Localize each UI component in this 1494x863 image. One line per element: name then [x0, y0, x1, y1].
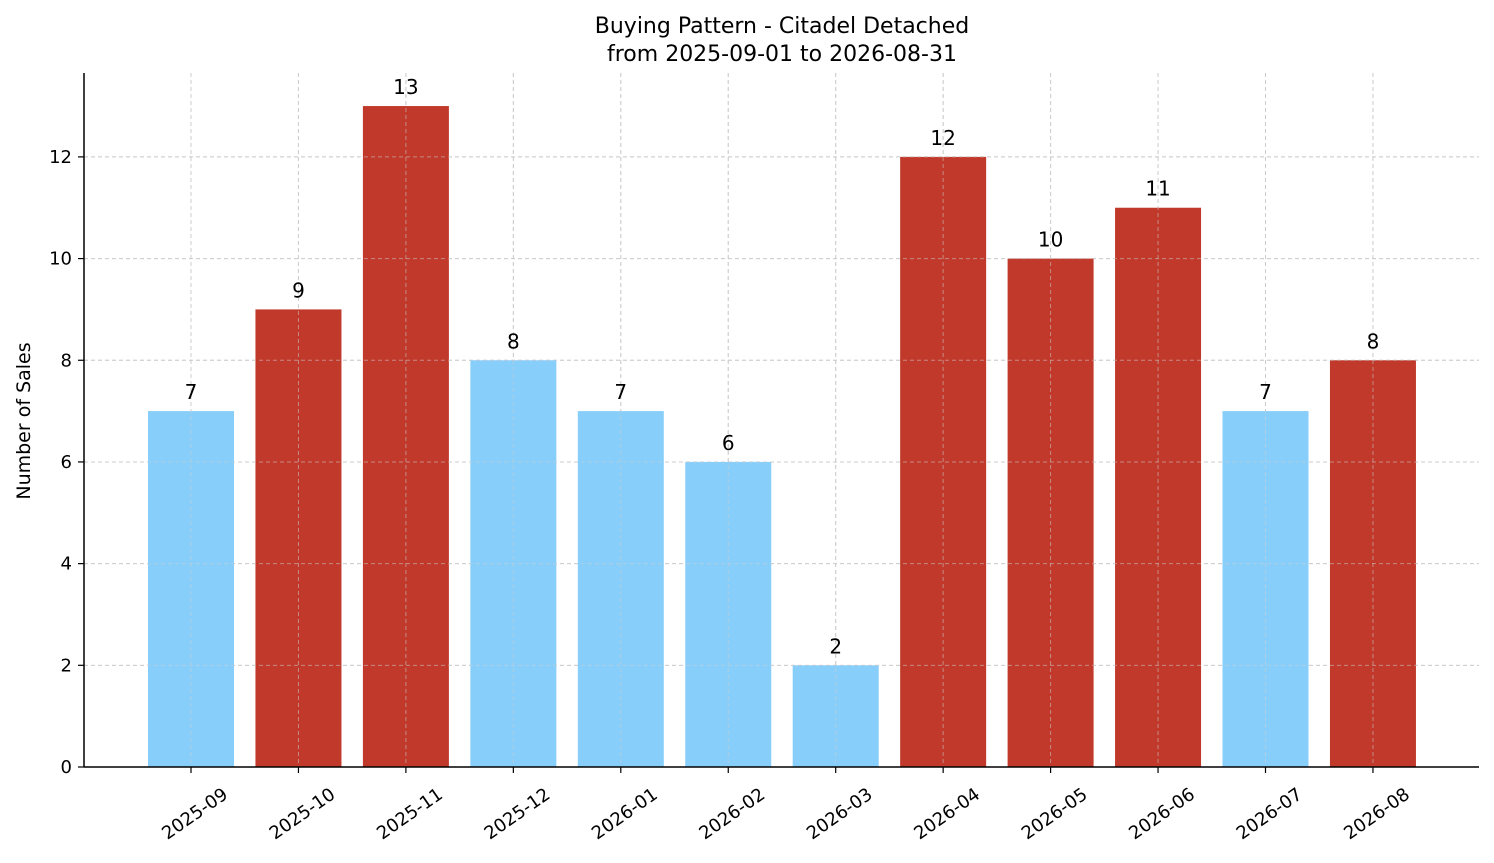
x-tick-label: 2026-02: [695, 784, 769, 844]
x-tick-label: 2026-03: [803, 784, 877, 844]
x-tick-label: 2025-12: [481, 784, 555, 844]
bar-value-label: 7: [185, 380, 198, 404]
bar-value-label: 7: [614, 380, 627, 404]
bar-labels-layer: 7 9 13 8 7 6 2 12 10 11 7 8: [185, 75, 1380, 658]
y-tick-label: 4: [61, 554, 72, 575]
x-tick-label: 2026-01: [588, 784, 662, 844]
grid-overlay: [84, 73, 1479, 768]
x-tick-label: 2026-04: [910, 784, 984, 844]
bar-value-label: 7: [1259, 380, 1272, 404]
x-tick-label: 2026-05: [1018, 784, 1092, 844]
x-tick-label: 2025-11: [373, 784, 447, 844]
bar-2025-11: [362, 106, 449, 768]
y-tick-label: 8: [61, 350, 72, 371]
bar-value-label: 13: [393, 75, 418, 99]
x-tick-label: 2026-07: [1233, 784, 1307, 844]
y-tick-label: 12: [49, 147, 72, 168]
bar-value-label: 6: [722, 431, 735, 455]
bar-value-label: 10: [1038, 228, 1063, 252]
x-tick-label: 2025-10: [266, 784, 340, 844]
y-axis-label: Number of Sales: [13, 342, 35, 499]
y-tick-label: 10: [49, 249, 72, 270]
bar-value-label: 12: [930, 126, 955, 150]
x-tick-label: 2025-09: [158, 784, 232, 844]
bar-2026-03: [792, 665, 879, 767]
bar-value-label: 11: [1145, 177, 1170, 201]
chart-title-line1: Buying Pattern - Citadel Detached: [595, 14, 969, 39]
bar-2026-07: [1222, 411, 1309, 767]
bar-value-label: 9: [292, 278, 305, 302]
bars-layer: [148, 106, 1416, 768]
chart-title-line2: from 2025-09-01 to 2026-08-31: [607, 42, 957, 67]
axes-layer: [83, 73, 1479, 768]
bar-value-label: 8: [1367, 329, 1380, 353]
y-tick-label: 6: [61, 452, 72, 473]
bar-value-label: 8: [507, 329, 520, 353]
bar-2025-09: [148, 411, 234, 767]
y-tick-label: 2: [61, 655, 72, 676]
y-tick-label: 0: [61, 757, 72, 778]
bar-2026-01: [577, 411, 664, 767]
x-tick-label: 2026-08: [1340, 784, 1414, 844]
bar-value-label: 2: [829, 634, 842, 658]
x-tick-label: 2026-06: [1125, 784, 1199, 844]
